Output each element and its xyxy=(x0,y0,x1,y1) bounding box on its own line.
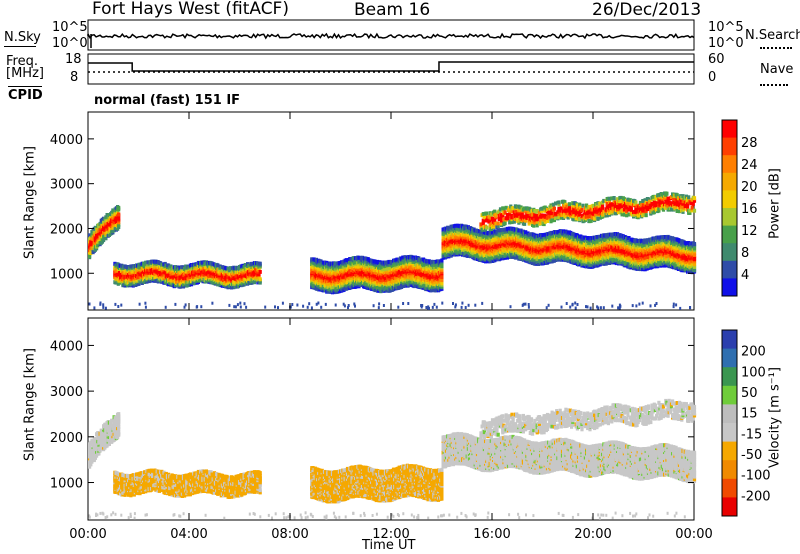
echo-cell xyxy=(179,281,183,286)
search-tick-top: 10^5 xyxy=(708,20,744,35)
echo-cell xyxy=(112,220,116,225)
echo-cell xyxy=(135,273,139,278)
echo-cell xyxy=(151,274,155,279)
echo-cell xyxy=(191,278,195,283)
search-tick-bottom: 10^0 xyxy=(708,36,744,51)
echo-cell xyxy=(169,264,173,269)
echo-cell xyxy=(440,275,444,279)
echo-cell xyxy=(258,261,262,266)
nave-tick-top: 60 xyxy=(708,52,725,67)
nsky-label: N.Sky xyxy=(4,30,41,45)
date-title: 26/Dec/2013 xyxy=(592,0,702,20)
frequency-trace xyxy=(88,61,694,72)
beam-title: Beam 16 xyxy=(354,0,431,20)
nave-tick-bottom: 0 xyxy=(708,70,717,85)
program-label: normal (fast) 151 IF xyxy=(94,93,241,108)
echo-cell xyxy=(189,266,194,271)
echo-cell xyxy=(88,233,92,238)
echo-cell xyxy=(258,269,262,274)
echo-cell xyxy=(137,281,141,286)
station-title: Fort Hays West (fitACF) xyxy=(92,0,289,19)
echo-cell xyxy=(117,271,121,275)
nsearch-label: N.Search xyxy=(745,28,800,43)
echo-cell xyxy=(124,278,128,283)
nsky-underline xyxy=(4,46,36,47)
echo-cell xyxy=(171,281,175,286)
echo-cell xyxy=(117,212,121,217)
echo-cell xyxy=(258,277,262,282)
cpid-label: CPID xyxy=(8,88,43,103)
echo-cell xyxy=(105,213,109,217)
echo-cell xyxy=(185,283,189,288)
echo-cell xyxy=(110,220,114,225)
nsearch-dotted-key xyxy=(760,47,792,49)
echo-cell xyxy=(184,276,188,281)
freq-panel-frame xyxy=(87,53,695,85)
nave-label: Nave xyxy=(760,62,794,77)
echo-cell xyxy=(88,254,92,259)
echo-cell xyxy=(117,205,121,210)
time-axis-label: Time UT xyxy=(362,538,416,553)
echo-cell xyxy=(104,236,108,241)
echo-cell xyxy=(145,279,149,284)
echo-cell xyxy=(117,222,121,227)
echo-cell xyxy=(89,242,93,247)
freq-unit: [MHz] xyxy=(6,66,44,81)
freq-tick-bottom: 8 xyxy=(70,70,79,85)
freq-tick-top: 18 xyxy=(65,52,82,67)
nave-dotted-key xyxy=(760,84,788,86)
echo-cell xyxy=(117,225,121,229)
echo-cell xyxy=(117,216,121,221)
echo-cell xyxy=(112,223,116,227)
echo-cell xyxy=(111,212,115,217)
echo-cell xyxy=(91,237,95,241)
sky-tick-bottom: 10^0 xyxy=(52,36,88,51)
echo-cell xyxy=(167,263,171,268)
freq-label: Freq. xyxy=(6,54,38,69)
sky-tick-top: 10^5 xyxy=(52,20,88,35)
nsky-trace xyxy=(87,32,695,40)
cpid-underline xyxy=(8,86,42,87)
